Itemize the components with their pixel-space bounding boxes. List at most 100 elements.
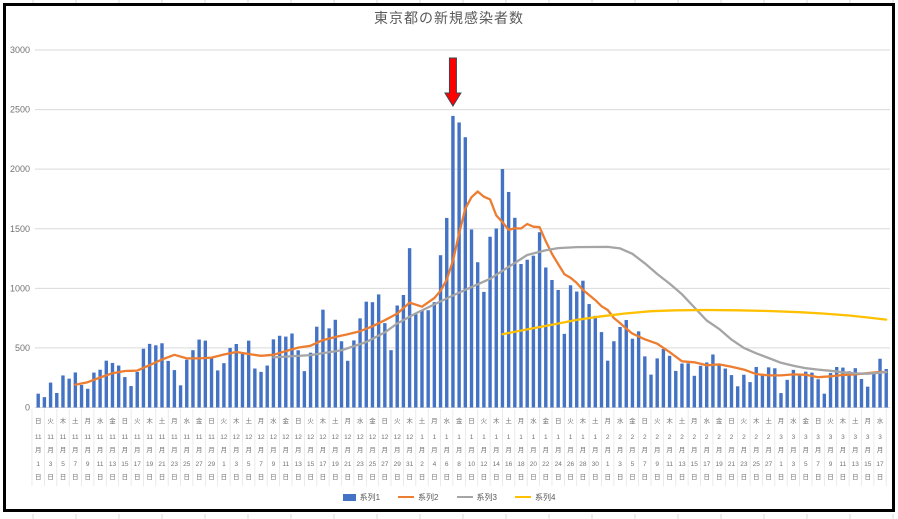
bar-series1 [872,371,876,408]
y-axis-tick-label: 1000 [10,283,30,293]
bar-series1 [785,379,789,408]
line-series2 [74,190,888,386]
bar-series1 [791,369,796,408]
bar-series1 [865,386,870,408]
bar-series1 [172,370,177,408]
bar-series1 [859,379,864,408]
bar-series1 [562,333,567,408]
bar-series1 [277,335,282,408]
bar-series1 [822,393,827,408]
legend-item-series1: 系列1 [342,492,380,503]
bar-series1 [729,375,734,408]
bar-series1 [760,375,765,408]
x-axis-tick-label: 日 12 月 27 日 [381,417,389,481]
bar-series1 [544,267,548,408]
bar-series1 [253,368,257,408]
x-axis-tick-label: 水 11 月 25 日 [183,416,191,481]
y-axis-tick-label: 0 [25,403,30,413]
x-axis-tick-label: 木 3 月 11 日 [840,416,847,481]
legend-label-series3: 系列3 [476,492,497,502]
y-axis-tick-label: 2500 [10,105,30,115]
x-axis-tick-label: 日 2 月 21 日 [728,417,736,481]
bar-series1 [754,366,758,408]
bar-series1 [735,386,740,408]
bar-series1 [327,328,331,408]
bar-series1 [636,331,641,408]
x-axis-tick-label: 土 2 月 27 日 [765,416,773,481]
x-axis-tick-label: 火 1 月 12 日 [480,418,488,481]
bar-series1 [531,255,536,408]
bar-series1 [742,374,746,408]
bar-series1 [810,372,814,408]
x-axis-tick-label: 土 2 月 13 日 [678,416,686,481]
bar-series1 [618,326,622,408]
bar-series1 [376,294,381,408]
x-axis-tick-label: 水 11 月 11 日 [97,416,104,481]
y-axis-tick-label: 1500 [10,224,30,234]
bar-series1 [290,333,294,408]
bar-series1 [766,367,771,408]
bar-series1 [346,360,350,408]
bar-series1 [649,374,653,408]
x-axis-tick-label: 火 12 月 29 日 [394,418,402,481]
x-axis-tick-label: 木 12 月 3 日 [233,416,241,481]
bar-series1 [284,336,288,408]
legend-marker-series2-icon [398,495,415,499]
bar-series1 [469,229,474,408]
bar-series1 [160,343,164,408]
x-axis-tick-label: 水 12 月 9 日 [270,416,278,481]
x-axis-tick-label: 水 2 月 17 日 [703,416,711,481]
bar-series1 [847,371,851,408]
bar-series1 [129,386,133,408]
bar-series1 [698,365,703,408]
bar-series1 [878,358,882,408]
bar-series1 [104,360,108,408]
chart-title: 東京都の新規感染者数 [374,10,524,26]
bar-series1 [42,397,47,408]
legend-marker-series3-icon [456,495,473,499]
x-axis-tick-label: 土 12 月 5 日 [245,416,253,481]
bar-series1 [624,320,628,408]
bar-series1 [599,332,604,408]
bar-series1 [587,304,591,408]
bar-series1 [711,354,715,408]
x-axis-tick-label: 月 11 月 9 日 [84,417,91,481]
bar-series1 [302,371,307,408]
bar-series1 [135,371,139,408]
legend-item-series3: 系列3 [456,492,497,503]
bar-series1 [605,360,610,408]
bar-series1 [383,323,387,408]
y-axis-tick-label: 500 [15,343,30,353]
bar-series1 [197,339,201,408]
bar-series1 [692,375,697,408]
bar-series1 [630,338,635,408]
bar-series1 [271,339,276,408]
bar-series1 [593,315,597,408]
x-axis-tick-label: 日 11 月 15 日 [121,417,129,481]
x-axis-tick-label: 木 11 月 19 日 [146,416,154,481]
x-axis-tick-label: 月 2 月 15 日 [691,417,699,481]
bar-series1 [519,264,523,408]
bar-series1 [191,350,195,408]
bar-series1 [209,357,214,408]
bar-series1 [612,341,616,408]
x-axis-tick-label: 金 1 月 22 日 [542,416,550,481]
bar-series1 [457,122,461,408]
bar-series1 [203,340,208,408]
x-axis-tick-label: 土 1 月 30 日 [592,416,600,481]
bar-series1 [488,236,492,408]
bar-series1 [234,343,238,408]
bar-series1 [463,137,468,408]
x-axis-tick-label: 日 12 月 13 日 [295,417,303,481]
x-axis-tick-label: 火 12 月 15 日 [307,418,315,481]
line-series3 [272,245,888,375]
x-axis-tick-label: 月 3 月 15 日 [864,417,872,481]
x-axis-tick-label: 土 12 月 19 日 [332,416,340,481]
x-axis-tick-label: 水 1 月 20 日 [530,416,538,481]
